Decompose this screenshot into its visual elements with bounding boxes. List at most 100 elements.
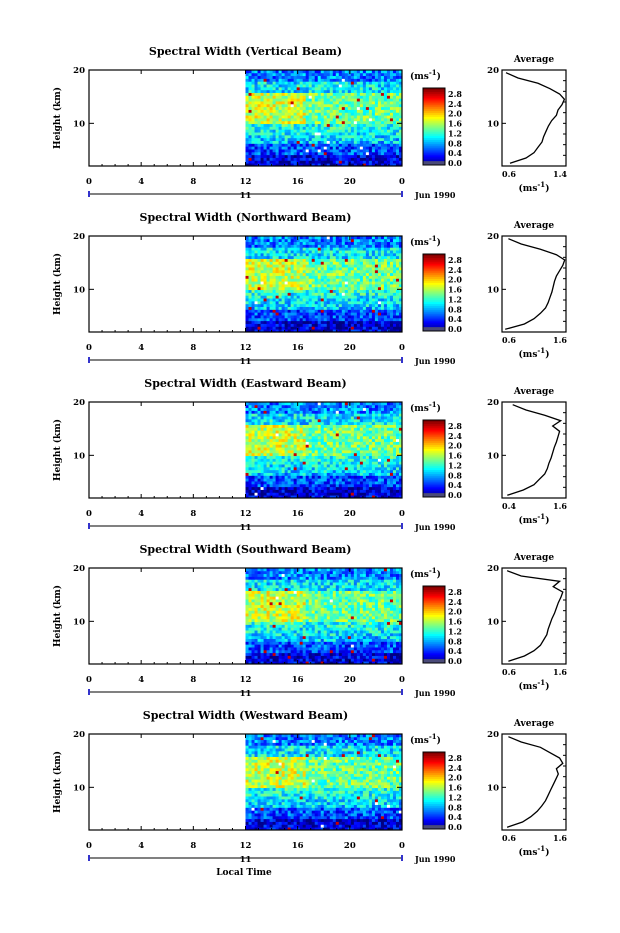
heatmap-cell	[252, 326, 255, 329]
heatmap-cell	[342, 309, 345, 312]
heatmap-cell	[309, 104, 312, 107]
heatmap-cell	[342, 304, 345, 307]
heatmap-cell	[303, 439, 306, 442]
heatmap-cell	[357, 276, 360, 279]
heatmap-cell	[315, 298, 318, 301]
heatmap-cell	[264, 76, 267, 79]
heatmap-cell	[384, 264, 387, 267]
heatmap-cell	[333, 264, 336, 267]
heatmap-cell	[324, 298, 327, 301]
heatmap-cell	[369, 292, 372, 295]
heatmap-cell	[393, 439, 396, 442]
heatmap-cell	[330, 309, 333, 312]
heatmap-cell	[369, 155, 372, 158]
heatmap-cell	[249, 273, 252, 276]
heatmap-cell	[297, 78, 300, 81]
heatmap-cell	[369, 492, 372, 495]
heatmap-cell	[249, 76, 252, 79]
heatmap-cell	[330, 436, 333, 439]
heatmap-cell	[339, 467, 342, 470]
heatmap-cell	[393, 478, 396, 481]
heatmap-cell	[258, 78, 261, 81]
heatmap-cell	[387, 467, 390, 470]
heatmap-cell	[387, 295, 390, 298]
profile-x-label-close: )	[545, 349, 549, 360]
heatmap-cell	[396, 315, 399, 318]
heatmap-cell	[372, 244, 375, 247]
heatmap-cell	[363, 284, 366, 287]
heatmap-cell	[378, 158, 381, 161]
profile-line	[505, 239, 565, 330]
heatmap-cell	[357, 318, 360, 321]
heatmap-cell	[309, 453, 312, 456]
heatmap-cell	[354, 90, 357, 93]
heatmap-cell	[261, 132, 264, 135]
heatmap-cell	[315, 93, 318, 96]
heatmap-cell	[369, 93, 372, 96]
heatmap-cell	[357, 307, 360, 310]
heatmap-cell	[375, 267, 378, 270]
heatmap-cell	[384, 81, 387, 84]
heatmap-cell	[360, 244, 363, 247]
heatmap-cell	[339, 281, 342, 284]
heatmap-cell	[303, 152, 306, 155]
heatmap-cell	[393, 470, 396, 473]
heatmap-cell	[303, 242, 306, 245]
heatmap-cell	[354, 484, 357, 487]
heatmap-cell	[330, 267, 333, 270]
heatmap-cell	[363, 126, 366, 129]
heatmap-cell	[300, 281, 303, 284]
heatmap-cell	[303, 318, 306, 321]
heatmap-cell	[294, 158, 297, 161]
heatmap-cell	[327, 284, 330, 287]
heatmap-cell	[303, 81, 306, 84]
heatmap-cell	[255, 247, 258, 250]
heatmap-cell	[339, 107, 342, 110]
heatmap-cell	[384, 456, 387, 459]
heatmap-cell	[282, 309, 285, 312]
heatmap-cell	[282, 121, 285, 124]
heatmap-cell	[300, 143, 303, 146]
heatmap-cell	[330, 326, 333, 329]
heatmap-cell	[297, 473, 300, 476]
heatmap-cell	[384, 324, 387, 327]
heatmap-cell	[333, 481, 336, 484]
heatmap-cell	[246, 143, 249, 146]
heatmap-cell	[357, 470, 360, 473]
heatmap-cell	[381, 444, 384, 447]
heatmap-cell	[369, 467, 372, 470]
heatmap-cell	[252, 473, 255, 476]
heatmap-cell	[291, 149, 294, 152]
heatmap-cell	[297, 93, 300, 96]
heatmap-cell	[300, 152, 303, 155]
heatmap-cell	[246, 81, 249, 84]
heatmap-cell	[390, 278, 393, 281]
heatmap-cell	[309, 84, 312, 87]
heatmap-cell	[279, 261, 282, 264]
heatmap-cell	[390, 158, 393, 161]
heatmap-cell	[372, 239, 375, 242]
heatmap-cell	[264, 298, 267, 301]
heatmap-cell	[330, 264, 333, 267]
heatmap-cell	[357, 239, 360, 242]
heatmap-cell	[393, 121, 396, 124]
heatmap-cell	[354, 270, 357, 273]
heatmap-cell	[291, 309, 294, 312]
heatmap-cell	[273, 129, 276, 132]
heatmap-cell	[267, 253, 270, 256]
heatmap-cell	[381, 101, 384, 104]
heatmap-cell	[354, 284, 357, 287]
heatmap-cell	[312, 84, 315, 87]
heatmap-cell	[306, 126, 309, 129]
heatmap-cell	[300, 301, 303, 304]
heatmap-cell	[294, 126, 297, 129]
heatmap-cell	[318, 453, 321, 456]
heatmap-cell	[366, 242, 369, 245]
heatmap-cell	[372, 129, 375, 132]
heatmap-cell	[297, 126, 300, 129]
heatmap-cell	[387, 478, 390, 481]
heatmap-cell	[303, 312, 306, 315]
heatmap-cell	[330, 76, 333, 79]
heatmap-cell	[291, 442, 294, 445]
